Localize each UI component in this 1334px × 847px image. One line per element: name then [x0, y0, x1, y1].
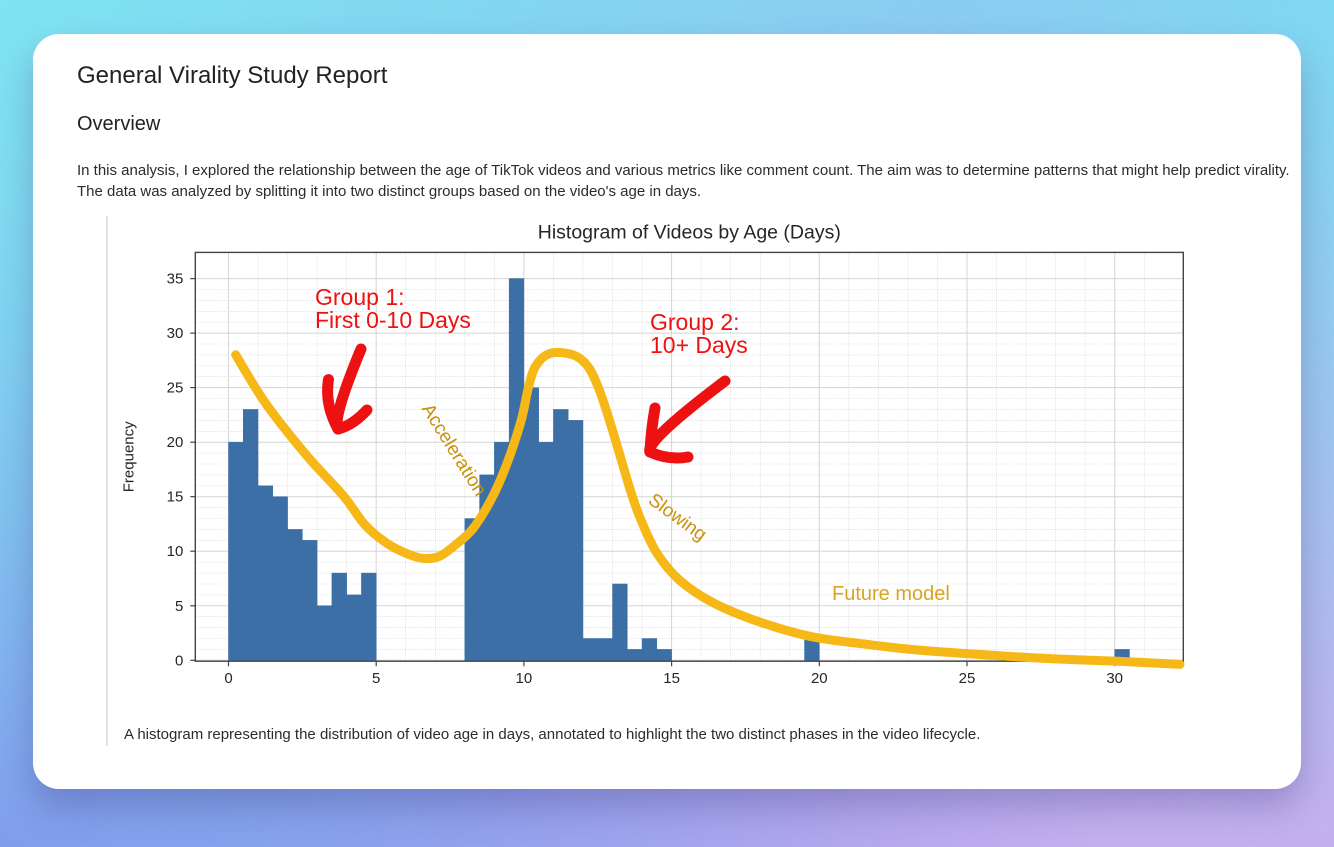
svg-text:5: 5: [372, 670, 380, 687]
svg-text:10: 10: [516, 670, 533, 687]
svg-text:Frequency: Frequency: [120, 421, 137, 492]
svg-text:30: 30: [167, 325, 184, 342]
svg-text:10: 10: [167, 543, 184, 560]
svg-text:First 0-10 Days: First 0-10 Days: [315, 307, 471, 333]
svg-text:0: 0: [224, 670, 232, 687]
svg-text:35: 35: [167, 271, 184, 288]
svg-text:25: 25: [959, 670, 976, 687]
svg-text:10+ Days: 10+ Days: [650, 332, 748, 358]
svg-text:15: 15: [663, 670, 680, 687]
svg-text:5: 5: [175, 598, 183, 615]
svg-text:20: 20: [167, 434, 184, 451]
svg-text:Histogram of Videos by Age (Da: Histogram of Videos by Age (Days): [538, 221, 841, 243]
svg-text:20: 20: [811, 670, 828, 687]
svg-text:Future model: Future model: [832, 583, 950, 605]
svg-text:0: 0: [175, 652, 183, 669]
svg-text:30: 30: [1106, 670, 1123, 687]
svg-text:15: 15: [167, 489, 184, 506]
svg-text:25: 25: [167, 380, 184, 397]
